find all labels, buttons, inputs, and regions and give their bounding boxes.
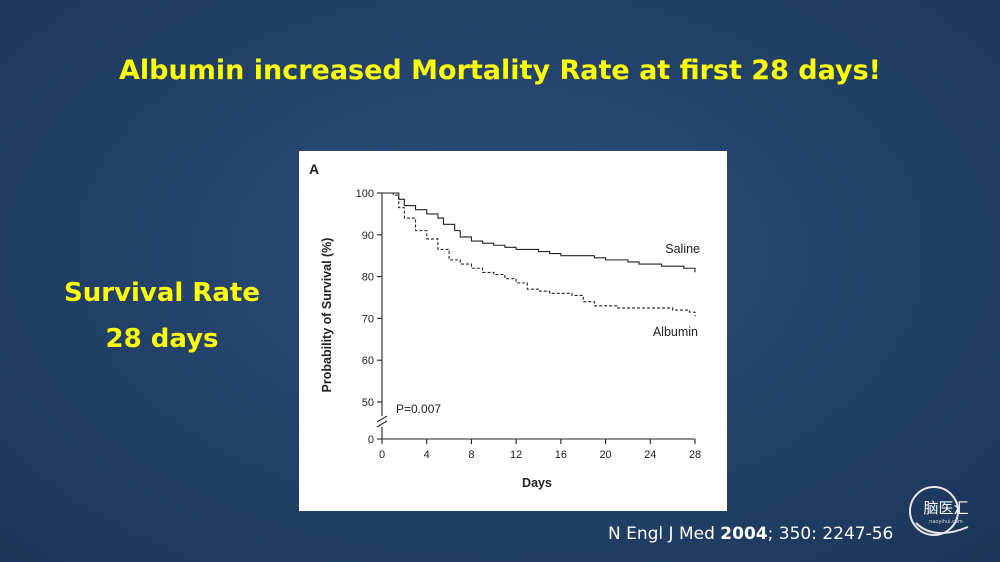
- logo-subtext: naoyihui.com: [929, 519, 963, 525]
- slide-title: Albumin increased Mortality Rate at firs…: [119, 55, 881, 86]
- side-label-line1: Survival Rate: [63, 278, 260, 308]
- x-tick-label: 8: [468, 449, 474, 461]
- y-tick-label: 90: [362, 230, 374, 242]
- y-axis-label: Probability of Survival (%): [320, 238, 334, 393]
- y-tick-label: 70: [362, 313, 374, 325]
- brand-logo: 脑医汇 naoyihui.com: [908, 483, 984, 539]
- series-line-saline: [382, 192, 696, 273]
- x-tick-label: 20: [599, 449, 611, 461]
- chart-figure: A Probability of Survival (%) Days P=0.0…: [299, 151, 727, 511]
- survival-chart-svg: A Probability of Survival (%) Days P=0.0…: [309, 161, 701, 490]
- side-label: Survival Rate 28 days: [52, 270, 272, 362]
- x-tick-label: 28: [689, 449, 701, 461]
- citation-year: 2004: [720, 524, 768, 544]
- p-value-annotation: P=0.007: [396, 402, 441, 416]
- x-tick-label: 16: [555, 449, 567, 461]
- x-tick-label: 0: [379, 449, 385, 461]
- chart-axes: 0 50 60 70 80 90 100 0 4 8 12 16 20 24 28: [356, 188, 701, 461]
- axis-break-mark: [376, 420, 388, 428]
- x-tick-label: 12: [510, 449, 522, 461]
- series-line-albumin: [382, 192, 696, 317]
- y-tick-label: 50: [362, 397, 374, 409]
- y-tick-label: 60: [362, 355, 374, 367]
- side-label-line2: 28 days: [105, 324, 219, 354]
- citation-rest: ; 350: 2247-56: [767, 524, 894, 544]
- y-tick-label: 80: [362, 272, 374, 284]
- x-tick-label: 4: [424, 449, 430, 461]
- chart-series: [382, 192, 696, 317]
- logo-text: 脑医汇: [923, 499, 968, 517]
- series-label-albumin: Albumin: [653, 325, 698, 339]
- x-axis-label: Days: [522, 476, 552, 490]
- citation: N Engl J Med 2004; 350: 2247-56: [608, 524, 893, 544]
- panel-label: A: [309, 161, 319, 177]
- series-label-saline: Saline: [665, 242, 700, 256]
- y-tick-label: 0: [368, 434, 374, 446]
- x-tick-label: 24: [644, 449, 656, 461]
- axis-break-mark: [376, 415, 388, 423]
- citation-journal: N Engl J Med: [608, 524, 721, 544]
- y-tick-label: 100: [356, 188, 374, 200]
